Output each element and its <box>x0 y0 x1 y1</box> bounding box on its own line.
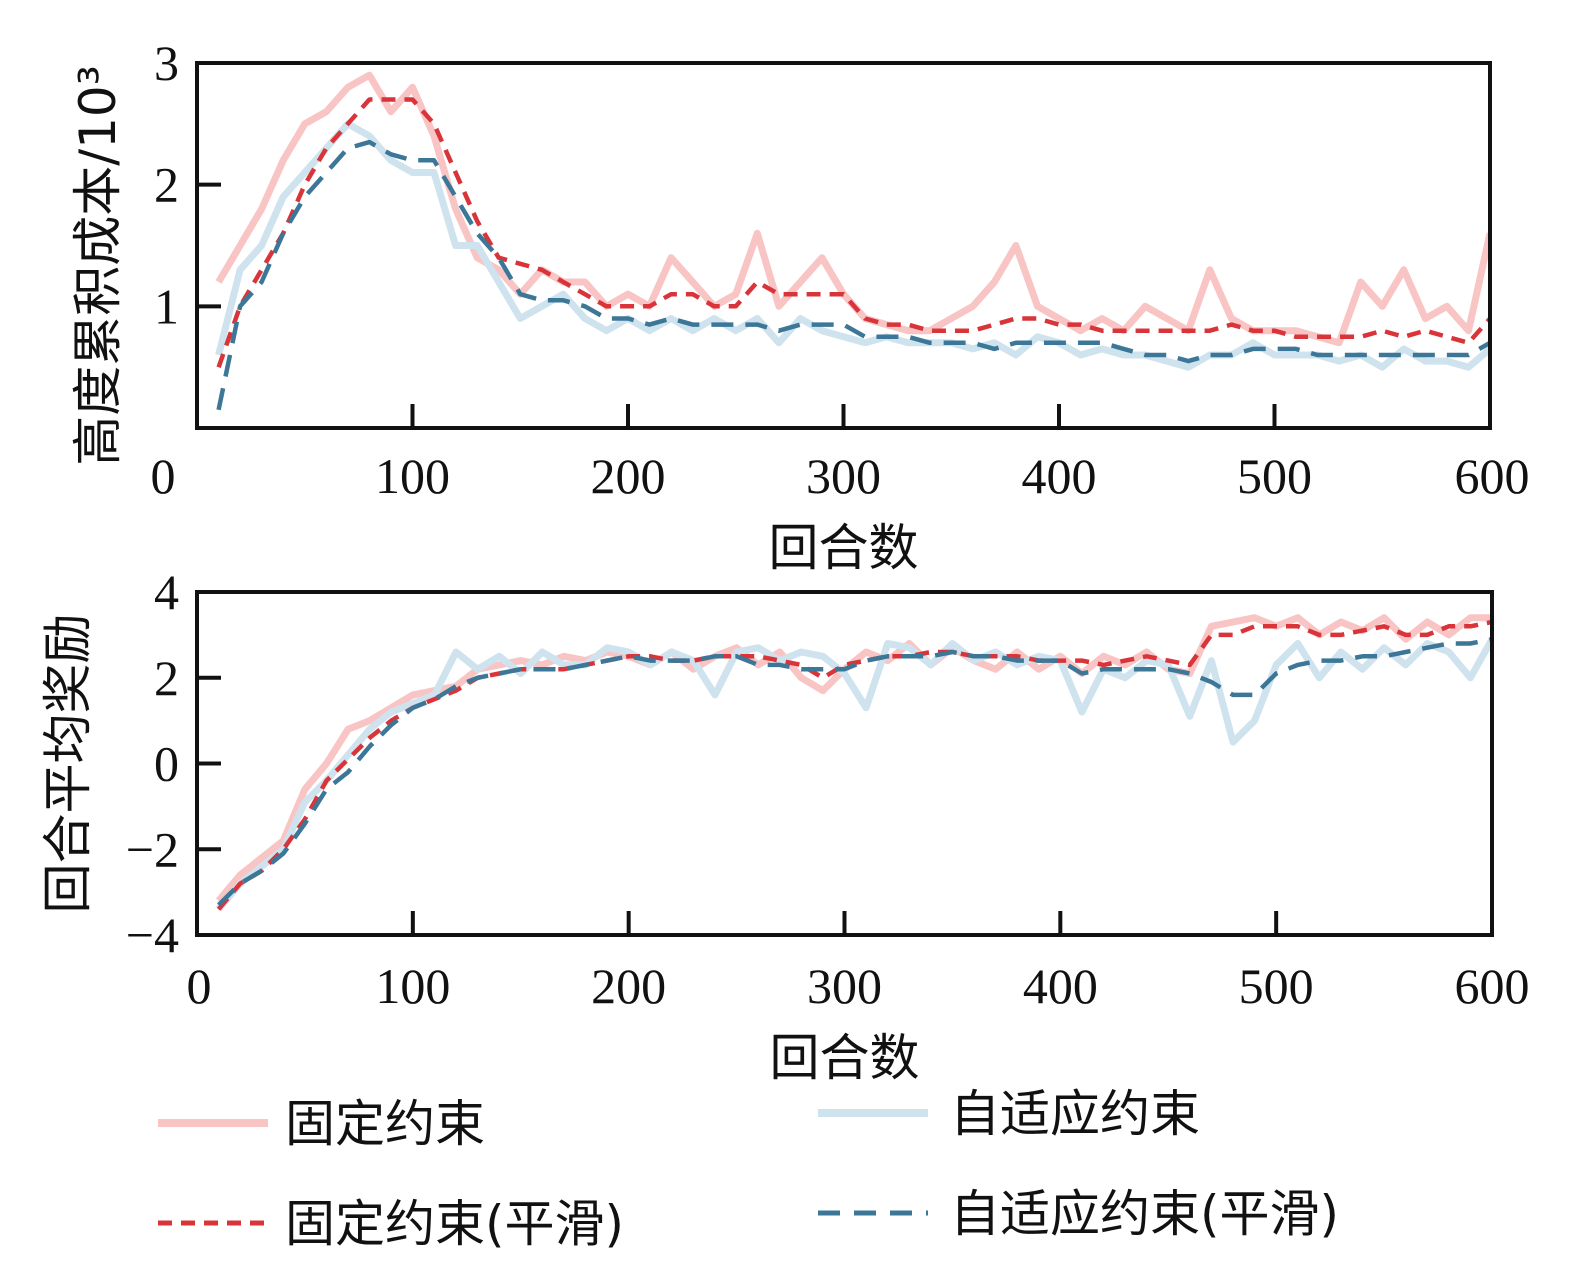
x-tick-label: 300 <box>807 958 882 1014</box>
x-tick-label: 600 <box>1455 448 1530 504</box>
y-tick-label: 3 <box>154 35 179 91</box>
legend-label: 固定约束(平滑) <box>285 1195 624 1253</box>
series-line-adaptive-raw <box>215 637 1492 912</box>
x-tick-label: 200 <box>591 448 666 504</box>
legend-item: 固定约束(平滑) <box>158 1195 624 1253</box>
x-tick-label: 400 <box>1023 958 1098 1014</box>
x-tick-label: 200 <box>591 958 666 1014</box>
legend-item: 固定约束 <box>158 1095 485 1153</box>
x-tick-label: 0 <box>151 448 176 504</box>
legend-item: 自适应约束(平滑) <box>818 1185 1339 1243</box>
y-tick-label: 1 <box>154 278 179 334</box>
series-line-adaptive-smooth <box>216 139 1490 411</box>
legend-label: 固定约束 <box>285 1095 485 1153</box>
series-line-fixed-smooth <box>216 97 1490 368</box>
x-tick-label: 600 <box>1455 958 1530 1014</box>
x-axis-label: 回合数 <box>770 1029 920 1087</box>
y-tick-label: 0 <box>154 736 179 792</box>
x-tick-label: 500 <box>1237 448 1312 504</box>
series-line-fixed-raw <box>215 614 1492 903</box>
y-tick-label: 4 <box>154 564 179 620</box>
series-line-fixed-raw <box>215 71 1490 347</box>
legend-label: 自适应约束 <box>950 1085 1200 1143</box>
subplot-2: 0 100 200 300 400 500 600 −4 −2 0 2 4 回合数 回合平均奖励 <box>39 564 1530 1087</box>
y-axis-label: 回合平均奖励 <box>39 614 97 914</box>
legend-item: 自适应约束 <box>818 1085 1200 1143</box>
axes-frame <box>195 61 1492 430</box>
x-tick-label: 100 <box>375 958 450 1014</box>
subplot-1: 0 100 200 300 400 500 600 1 2 3 回合数 高度累积成本/10³ <box>69 35 1530 577</box>
y-axis-label: 高度累积成本/10³ <box>69 65 127 466</box>
series-line-adaptive-raw <box>215 120 1490 371</box>
x-tick-label: 400 <box>1022 448 1097 504</box>
x-tick-label: 500 <box>1239 958 1314 1014</box>
x-tick-label: 0 <box>187 958 212 1014</box>
y-tick-label: 2 <box>154 650 179 706</box>
y-tick-label: −4 <box>126 907 179 963</box>
legend-label: 自适应约束(平滑) <box>950 1185 1339 1243</box>
x-axis-label: 回合数 <box>769 519 919 577</box>
x-tick-label: 100 <box>375 448 450 504</box>
series-line-adaptive-smooth <box>217 636 1492 907</box>
y-tick-label: 2 <box>154 157 179 213</box>
x-tick-label: 300 <box>806 448 881 504</box>
y-tick-label: −2 <box>126 821 179 877</box>
